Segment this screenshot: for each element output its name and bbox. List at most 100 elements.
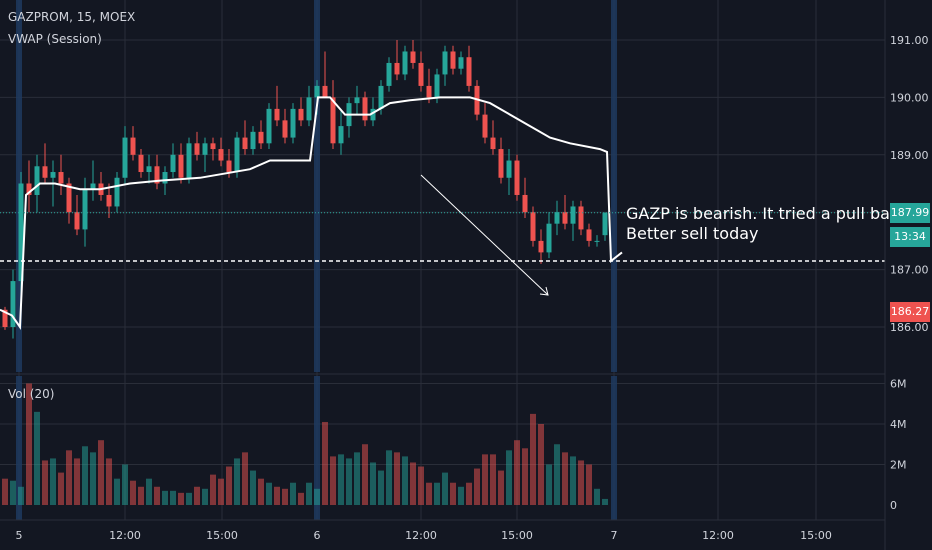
volume-bar [290,482,296,505]
session-start-band [314,0,320,372]
candle-body [154,166,160,184]
volume-bar [202,488,208,505]
volume-bar [538,424,544,505]
symbol-sep-2: , [92,10,100,24]
volume-bar [34,411,40,505]
volume-bar [410,462,416,505]
symbol-interval: 15 [76,10,93,24]
volume-bar [298,492,304,505]
candle-body [530,212,536,241]
candle-body [434,74,440,98]
candle-body [298,108,304,121]
vwap-legend[interactable]: VWAP (Session) [8,32,102,46]
price-tick-label: 187.00 [890,264,929,277]
volume-legend[interactable]: Vol (20) [8,387,55,401]
candle-body [106,194,112,207]
volume-bar [26,383,32,505]
session-start-band-volume [611,376,617,520]
volume-axis[interactable]: 6M 4M 2M 0 [890,378,907,513]
volume-bar [474,468,480,505]
time-tick-label: 15:00 [206,529,238,542]
volume-bar [498,470,504,505]
volume-bar [82,446,88,505]
time-tick-label: 12:00 [405,529,437,542]
volume-bar [426,482,432,505]
candle-body [514,160,520,195]
candle-body [378,85,384,109]
volume-bar [330,456,336,505]
candle-body [266,108,272,144]
candle-body [202,143,208,155]
candle-body [114,177,120,207]
candle-body [426,85,432,98]
arrow-line [420,174,549,296]
volume-bar [530,413,536,505]
volume-tick-label: 2M [890,459,907,472]
time-tick-label: 6 [314,529,321,542]
annotation-line-1[interactable]: GAZP is bearish. It tried a pull ba [626,204,890,223]
volume-bar [322,421,328,505]
annotation-line-2[interactable]: Better sell today [626,224,759,243]
candle-body [162,172,168,184]
candle-body [170,154,176,173]
candle-body [442,51,448,75]
candle-body [314,85,320,98]
candle-body [306,97,312,121]
volume-bar [466,482,472,505]
candle-body [370,108,376,121]
price-axis[interactable]: 191.00 190.00 189.00 187.00 186.00 [890,34,929,334]
volume-bar [106,458,112,505]
volume-bar [42,460,48,505]
session-start-band-volume [314,376,320,520]
candle-body [498,149,504,178]
symbol-legend[interactable]: GAZPROM, 15, MOEX [8,10,135,24]
candle-body [274,108,280,121]
candle-body [42,166,48,178]
volume-bar [506,450,512,505]
volume-bar [394,452,400,505]
time-tick-label: 7 [611,529,618,542]
candle-body [394,62,400,75]
time-tick-label: 12:00 [109,529,141,542]
volume-bar [122,464,128,505]
candle-body [242,137,248,150]
volume-bar [354,452,360,505]
volume-bar [162,490,168,505]
volume-bar [98,440,104,505]
session-start-band-volume [16,376,22,520]
candle-body [362,97,368,121]
candle-body [210,143,216,150]
volume-bar [514,440,520,505]
volume-bar [338,454,344,505]
volume-bar [370,462,376,505]
candle-body [34,166,40,195]
time-axis[interactable]: 5 12:00 15:00 6 12:00 15:00 7 12:00 15:00 [16,529,832,542]
volume-bar [146,478,152,505]
volume-bar [18,486,24,505]
volume-bar [10,480,16,505]
volume-bar [170,490,176,505]
candle-body [218,149,224,161]
volume-bar [154,486,160,505]
volume-tick-label: 6M [890,378,907,391]
candle-body [50,172,56,178]
candle-body [386,62,392,86]
candle-body [402,51,408,75]
candle-body [466,57,472,86]
symbol-exchange: MOEX [99,10,136,24]
arrow-drawing[interactable] [420,174,549,296]
candle-body [146,166,152,173]
candle-body [26,183,32,195]
candle-body [330,97,336,144]
volume-bar [282,488,288,505]
time-tick-label: 5 [16,529,23,542]
candle-body [338,126,344,144]
volume-bar [314,488,320,505]
candle-body [82,189,88,230]
price-tick-label: 190.00 [890,91,929,104]
time-tick-label: 15:00 [501,529,533,542]
volume-bar [50,458,56,505]
candle-body [258,131,264,144]
candle-body [418,62,424,86]
